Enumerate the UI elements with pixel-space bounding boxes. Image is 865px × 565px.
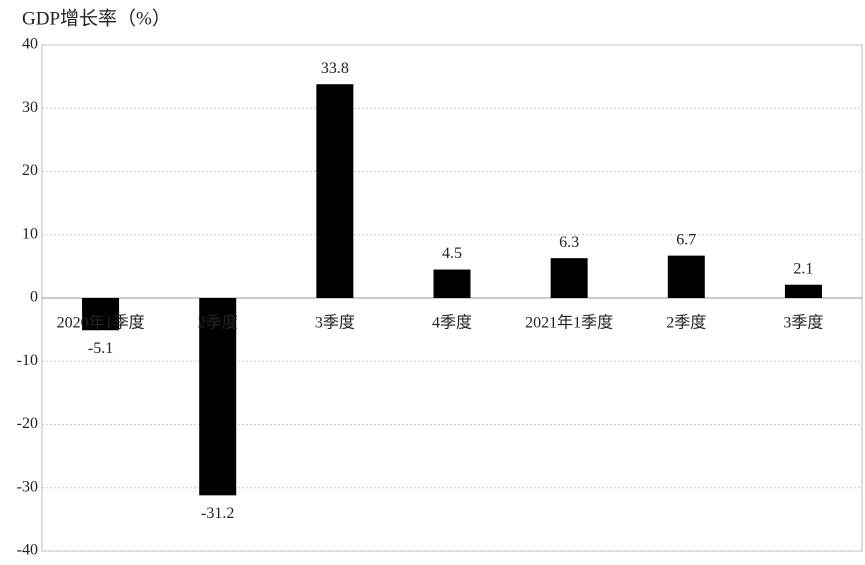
data-label: 2.1: [793, 260, 813, 277]
x-tick-label: 2季度: [666, 314, 706, 332]
x-tick-label: 2020年1季度: [57, 314, 145, 332]
y-tick-label: -40: [17, 542, 38, 559]
bar: [199, 298, 237, 496]
y-tick-label: -20: [17, 415, 38, 432]
data-label: 6.3: [559, 234, 579, 251]
y-tick-label: 20: [22, 162, 38, 179]
x-tick-label: 4季度: [432, 314, 472, 332]
bar: [433, 269, 471, 298]
y-tick-label: 10: [22, 225, 38, 242]
data-label: 33.8: [321, 60, 349, 77]
x-tick-label: 2季度: [198, 314, 238, 332]
data-label: -31.2: [201, 505, 234, 522]
chart-title: GDP增长率（%）: [22, 7, 171, 29]
y-tick-label: 30: [22, 99, 38, 116]
data-label: 6.7: [676, 231, 696, 248]
bar: [784, 284, 822, 298]
x-tick-label: 2021年1季度: [525, 314, 613, 332]
data-label: -5.1: [88, 340, 113, 357]
y-tick-label: 40: [22, 36, 38, 53]
bar: [82, 298, 120, 331]
x-tick-label: 3季度: [783, 314, 823, 332]
y-tick-label: -10: [17, 352, 38, 369]
y-tick-label: -30: [17, 478, 38, 495]
y-tick-label: 0: [30, 289, 38, 306]
x-tick-label: 3季度: [315, 314, 355, 332]
bar: [316, 84, 354, 298]
bar: [667, 255, 705, 298]
bar: [550, 258, 588, 298]
data-label: 4.5: [442, 245, 462, 262]
